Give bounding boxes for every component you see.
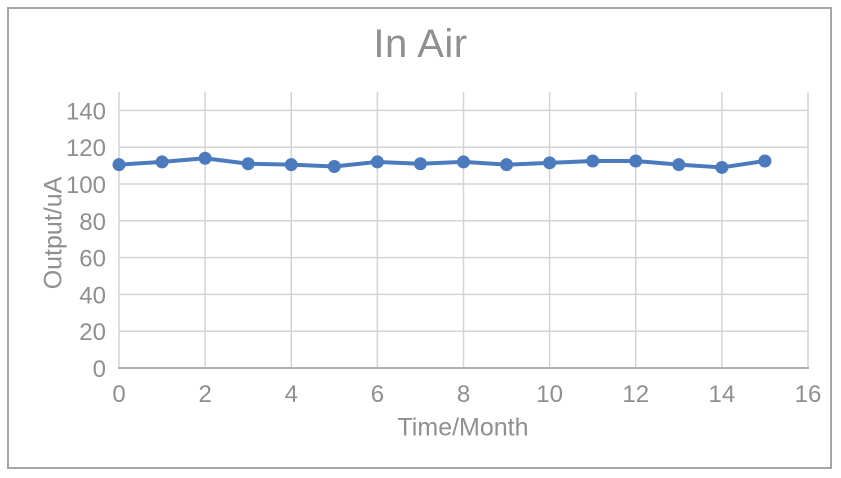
data-point [715, 160, 729, 174]
data-point [112, 158, 126, 172]
x-tick-label: 2 [198, 381, 211, 408]
series-line [117, 156, 767, 170]
data-point [586, 154, 600, 168]
chart-frame [7, 7, 832, 469]
y-tick-label: 120 [66, 135, 106, 162]
data-point [457, 155, 470, 169]
data-point [672, 158, 686, 172]
data-point [629, 154, 643, 168]
y-tick-label: 0 [93, 356, 106, 383]
data-point [370, 155, 384, 169]
y-tick-label: 20 [79, 319, 106, 346]
x-tick-label: 8 [457, 381, 470, 408]
data-point [758, 154, 772, 168]
x-tick-label: 0 [112, 381, 125, 408]
data-point [155, 155, 169, 169]
y-tick-label: 80 [79, 209, 106, 236]
x-tick-label: 16 [795, 381, 822, 408]
x-tick-label: 14 [709, 381, 736, 408]
x-axis-title: Time/Month [397, 413, 529, 442]
y-tick-label: 40 [79, 282, 106, 309]
x-tick-label: 12 [622, 381, 649, 408]
data-point [327, 160, 341, 174]
x-tick-label: 4 [285, 381, 298, 408]
y-tick-label: 100 [66, 172, 106, 199]
data-point [543, 156, 557, 170]
y-tick-label: 60 [79, 246, 106, 273]
y-tick-label: 140 [66, 98, 106, 125]
x-tick-label: 6 [371, 381, 384, 408]
data-point [413, 157, 427, 171]
x-tick-label: 10 [536, 381, 563, 408]
chart-title: In Air [373, 22, 468, 66]
data-point [198, 151, 212, 165]
data-point [241, 157, 255, 171]
data-point [284, 158, 298, 172]
data-point [500, 158, 514, 172]
